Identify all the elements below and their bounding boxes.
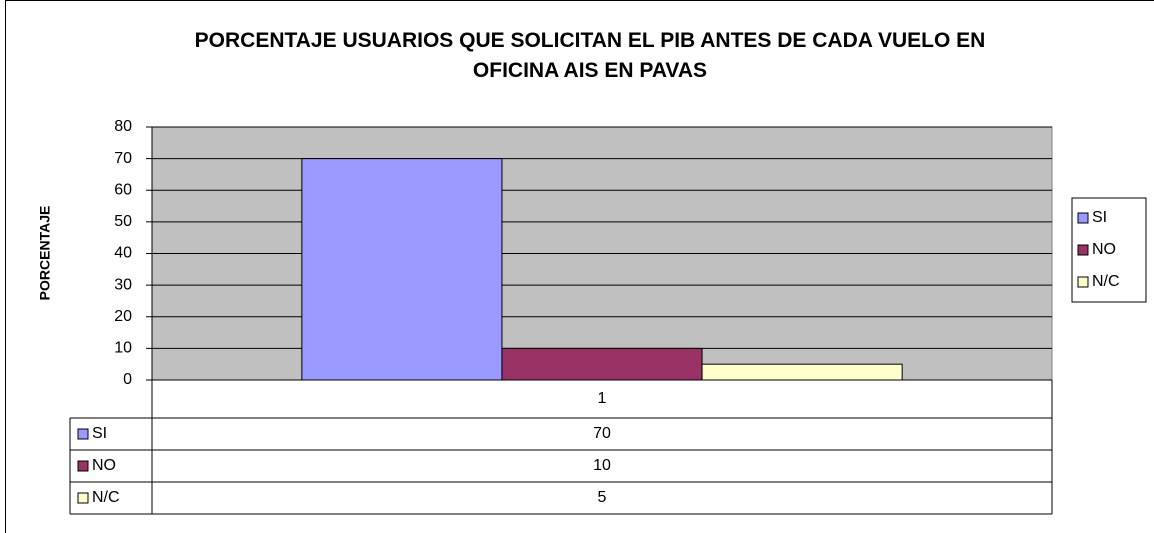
legend-label: N/C — [1092, 273, 1120, 290]
y-tick-label: 80 — [114, 118, 132, 135]
table-value: 70 — [593, 425, 611, 442]
chart-border — [5, 0, 1154, 533]
table-key — [77, 492, 89, 504]
legend-key — [1077, 276, 1089, 288]
y-tick-label: 70 — [114, 150, 132, 167]
legend-label: SI — [1092, 209, 1107, 226]
bar — [501, 347, 703, 381]
table-value: 10 — [593, 457, 611, 474]
y-tick-label: 60 — [114, 181, 132, 198]
y-tick-label: 10 — [114, 340, 132, 357]
table-series-label: N/C — [92, 489, 120, 506]
table-key — [77, 460, 89, 472]
y-tick-label: 40 — [114, 245, 132, 262]
legend-key — [1077, 244, 1089, 256]
y-tick-label: 50 — [114, 213, 132, 230]
legend-label: NO — [1092, 241, 1116, 258]
x-tick-label: 1 — [598, 390, 607, 407]
bar — [701, 363, 903, 381]
table-value: 5 — [598, 489, 607, 506]
table-key — [77, 428, 89, 440]
y-tick-label: 30 — [114, 276, 132, 293]
y-tick-label: 0 — [123, 371, 132, 388]
chart-title: PORCENTAJE USUARIOS QUE SOLICITAN EL PIB… — [194, 29, 986, 82]
bar — [301, 158, 503, 381]
table-series-label: SI — [92, 425, 107, 442]
table-series-label: NO — [92, 457, 116, 474]
legend-key — [1077, 212, 1089, 224]
y-tick-label: 20 — [114, 308, 132, 325]
y-axis-label: PORCENTAJE — [37, 206, 53, 301]
